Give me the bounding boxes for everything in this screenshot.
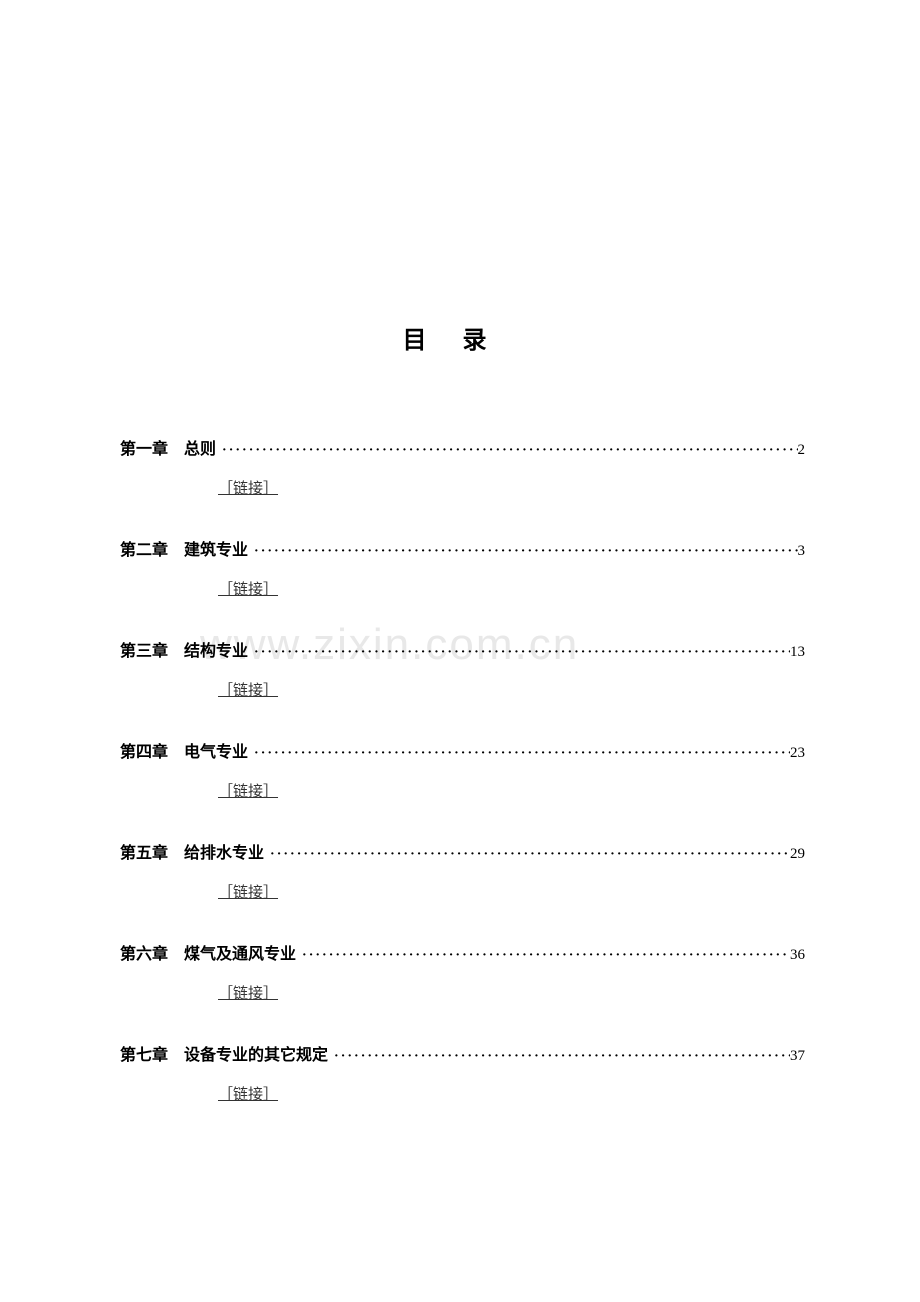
link-chapter-7[interactable]: ［链接］ [218, 1083, 278, 1104]
link-chapter-1[interactable]: ［链接］ [218, 477, 278, 498]
page-title: 目录 [120, 320, 805, 355]
dots-leader: ········································… [248, 645, 790, 661]
toc-entry: 第六章 煤气及通风专业 ····························… [120, 940, 805, 964]
dots-leader: ········································… [248, 544, 797, 560]
page-number: 23 [790, 745, 805, 762]
chapter-title: 电气专业 [184, 738, 248, 762]
page-number: 36 [790, 947, 805, 964]
chapter-label: 第一章 [120, 435, 168, 459]
dots-leader: ········································… [216, 443, 797, 459]
toc-entry: 第七章 设备专业的其它规定 ··························… [120, 1041, 805, 1065]
chapter-title: 给排水专业 [184, 839, 264, 863]
chapter-label: 第七章 [120, 1041, 168, 1065]
page-number: 37 [790, 1048, 805, 1065]
chapter-label: 第四章 [120, 738, 168, 762]
link-chapter-6[interactable]: ［链接］ [218, 982, 278, 1003]
page-number: 2 [798, 442, 806, 459]
page-number: 13 [790, 644, 805, 661]
dots-leader: ········································… [248, 746, 790, 762]
link-chapter-3[interactable]: ［链接］ [218, 679, 278, 700]
dots-leader: ········································… [296, 948, 790, 964]
page-number: 3 [798, 543, 806, 560]
dots-leader: ········································… [264, 847, 790, 863]
chapter-title: 总则 [184, 435, 216, 459]
toc-entry: 第一章 总则 ·································… [120, 435, 805, 459]
chapter-label: 第二章 [120, 536, 168, 560]
toc-entry: 第四章 电气专业 ·······························… [120, 738, 805, 762]
link-chapter-5[interactable]: ［链接］ [218, 881, 278, 902]
chapter-title: 煤气及通风专业 [184, 940, 296, 964]
chapter-label: 第三章 [120, 637, 168, 661]
page-number: 29 [790, 846, 805, 863]
chapter-title: 设备专业的其它规定 [184, 1041, 328, 1065]
chapter-label: 第六章 [120, 940, 168, 964]
toc-entry: 第三章 结构专业 ·······························… [120, 637, 805, 661]
link-chapter-2[interactable]: ［链接］ [218, 578, 278, 599]
page-container: 目录 第一章 总则 ······························… [0, 0, 920, 1142]
toc-entry: 第五章 给排水专业 ······························… [120, 839, 805, 863]
link-chapter-4[interactable]: ［链接］ [218, 780, 278, 801]
toc-entry: 第二章 建筑专业 ·······························… [120, 536, 805, 560]
dots-leader: ········································… [328, 1049, 790, 1065]
toc-list: 第一章 总则 ·································… [120, 435, 805, 1142]
chapter-label: 第五章 [120, 839, 168, 863]
chapter-title: 结构专业 [184, 637, 248, 661]
chapter-title: 建筑专业 [184, 536, 248, 560]
